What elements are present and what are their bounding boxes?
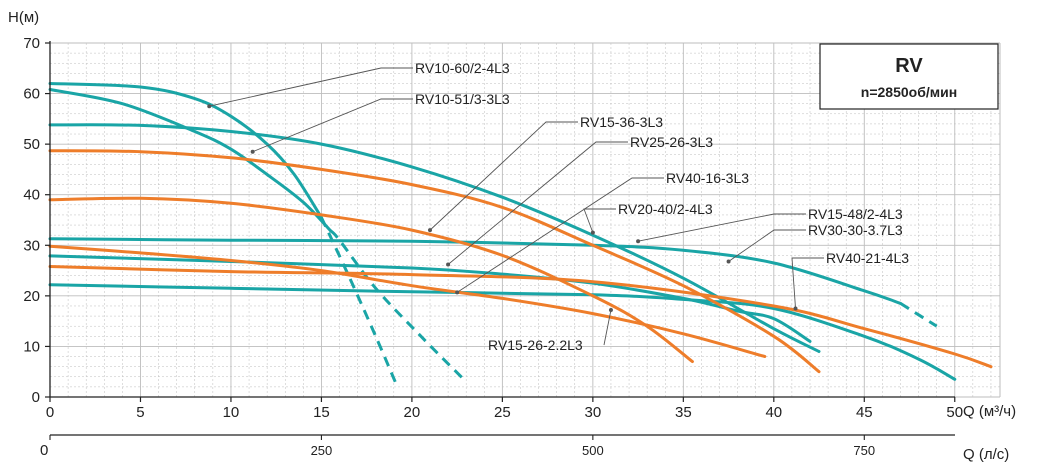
x2-tick-label: 750 <box>853 443 875 458</box>
curve-rv40-21-4l3 <box>48 283 957 381</box>
callout-label: RV40-21-4L3 <box>826 250 909 266</box>
callout-rv15-26-2-2l3: RV15-26-2.2L3 <box>488 308 613 353</box>
x2-axis-title: Q (л/с) <box>963 446 1009 463</box>
callout-anchor-dot <box>793 306 798 311</box>
x-tick-label: 15 <box>313 404 330 421</box>
model-info-box: RV n=2850об/мин <box>819 43 999 110</box>
curve-rv10-51-3-3l3 <box>48 88 332 233</box>
callout-rv40-21-4l3: RV40-21-4L3 <box>791 250 909 311</box>
curve-rv15-36-3l3 <box>48 196 694 364</box>
callout-anchor-dot <box>726 259 731 264</box>
x-tick-label: 0 <box>46 404 54 421</box>
callout-label: RV15-26-2.2L3 <box>488 337 583 353</box>
callout-label: RV15-36-3L3 <box>580 114 663 130</box>
y-tick-label: 60 <box>23 86 40 103</box>
callout-anchor-dot <box>455 290 460 295</box>
curve-rv10-60-2-4l3 <box>48 82 323 219</box>
y-tick-label: 30 <box>23 237 40 254</box>
callout-label: RV25-26-3L3 <box>630 134 713 150</box>
callout-label: RV30-30-3.7L3 <box>808 222 903 238</box>
callout-anchor-dot <box>590 230 595 235</box>
box-title: RV <box>895 55 923 77</box>
curve-rv15-26-2-2l3 <box>48 244 767 358</box>
callout-label: RV15-48/2-4L3 <box>808 206 903 222</box>
callout-rv10-51-3-3l3: RV10-51/3-3L3 <box>250 91 510 154</box>
y-axis-title: H(м) <box>8 9 39 26</box>
x-tick-label: 50 <box>946 404 963 421</box>
box-subtitle: n=2850об/мин <box>861 84 957 100</box>
callout-leader <box>429 121 578 231</box>
pump-curves <box>48 82 993 388</box>
curve-rv10-60-2-4l3-dashed <box>320 216 399 388</box>
callout-leader <box>252 98 413 153</box>
x-tick-label: 20 <box>404 404 421 421</box>
x2-tick-label: 250 <box>311 443 333 458</box>
x-tick-label: 25 <box>494 404 511 421</box>
callout-leader <box>447 141 628 265</box>
callout-leader <box>791 257 824 309</box>
callout-rv30-30-3-7l3: RV30-30-3.7L3 <box>726 222 903 264</box>
callout-rv15-48-2-4l3: RV15-48/2-4L3 <box>636 206 903 244</box>
curve-rv15-48-2-4l3 <box>48 123 821 353</box>
y-tick-label: 10 <box>23 338 40 355</box>
curve-rv40-16-3l3 <box>48 265 993 369</box>
callout-rv15-36-3l3: RV15-36-3L3 <box>428 114 663 233</box>
callout-label: RV10-51/3-3L3 <box>415 91 510 107</box>
callout-leader <box>209 67 413 107</box>
callout-rv25-26-3l3: RV25-26-3L3 <box>446 134 713 267</box>
x-tick-label: 35 <box>675 404 692 421</box>
callout-label: RV20-40/2-4L3 <box>618 201 713 217</box>
callout-leader <box>638 213 806 242</box>
y-tick-label: 50 <box>23 136 40 153</box>
callout-leader <box>728 229 806 262</box>
callout-anchor-dot <box>636 239 641 244</box>
curve-rv30-30-3-7l3-dashed <box>899 302 938 328</box>
x-tick-label: 40 <box>765 404 782 421</box>
callout-label: RV10-60/2-4L3 <box>415 60 510 76</box>
callout-leader <box>456 177 664 293</box>
callout-rv20-40-2-4l3: RV20-40/2-4L3 <box>583 201 713 235</box>
callout-rv10-60-2-4l3: RV10-60/2-4L3 <box>207 60 510 109</box>
x-tick-label: 10 <box>223 404 240 421</box>
x-axis-title: Q (м³/ч) <box>963 403 1016 420</box>
x2-tick-label: 0 <box>40 442 48 459</box>
callout-label: RV40-16-3L3 <box>666 170 749 186</box>
callout-anchor-dot <box>446 262 451 267</box>
x2-tick-label: 500 <box>582 443 604 458</box>
y-tick-label: 20 <box>23 288 40 305</box>
callout-anchor-dot <box>428 228 432 233</box>
x-tick-label: 45 <box>856 404 873 421</box>
callout-anchor-dot <box>250 149 255 154</box>
callout-rv40-16-3l3: RV40-16-3L3 <box>455 170 749 295</box>
curve-rv25-26-3l3 <box>48 149 821 374</box>
callout-leader <box>603 309 612 346</box>
y-tick-label: 40 <box>23 187 40 204</box>
x-tick-label: 30 <box>585 404 602 421</box>
callout-anchor-dot <box>608 308 613 313</box>
y-tick-label: 70 <box>23 35 40 52</box>
curve-rv10-51-3-3l3-dashed <box>329 229 468 383</box>
x-tick-label: 5 <box>136 404 144 421</box>
y-tick-label: 0 <box>32 389 40 406</box>
curve-callouts: RV10-60/2-4L3RV10-51/3-3L3RV15-48/2-4L3R… <box>207 60 909 353</box>
callout-anchor-dot <box>207 104 212 109</box>
